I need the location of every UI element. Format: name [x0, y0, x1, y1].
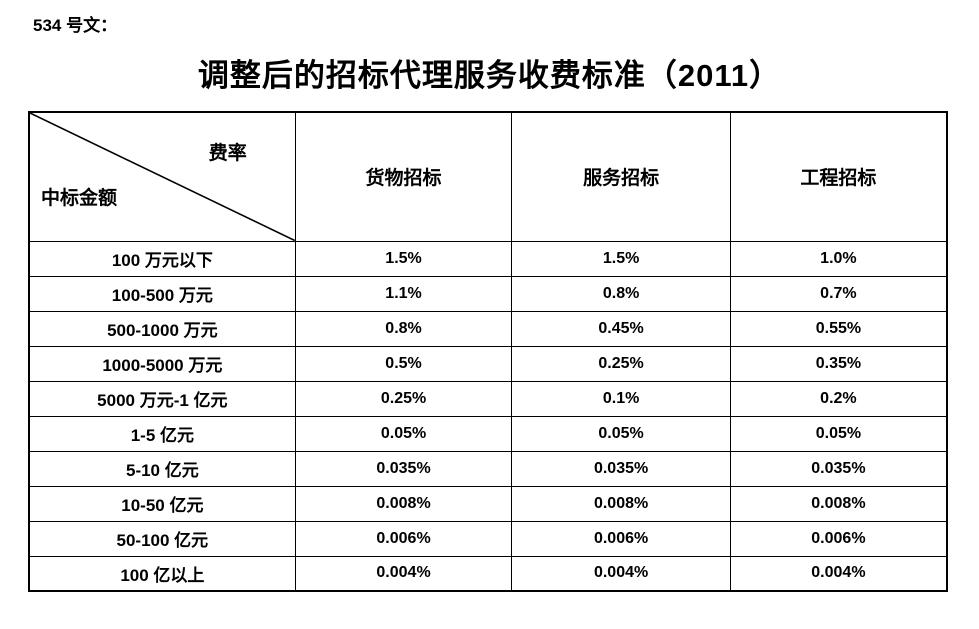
rate-cell: 0.035%	[729, 450, 948, 487]
rate-cell: 0.008%	[729, 485, 948, 522]
rate-cell: 0.45%	[511, 310, 731, 347]
rate-cell: 0.8%	[294, 310, 513, 347]
row-label: 5-10 亿元	[28, 450, 296, 487]
fee-table: 费率 中标金额 货物招标 服务招标 工程招标 100 万元以下 1.5% 1.5…	[28, 111, 948, 592]
table-row: 1-5 亿元 0.05% 0.05% 0.05%	[28, 415, 948, 452]
corner-cell: 费率 中标金额	[28, 111, 296, 242]
row-label: 1-5 亿元	[28, 415, 296, 452]
rate-cell: 0.006%	[511, 520, 731, 557]
page-title: 调整后的招标代理服务收费标准（2011）	[197, 58, 782, 93]
document-number: 534 号文：	[33, 16, 118, 35]
row-label: 100-500 万元	[28, 275, 296, 312]
table-row: 50-100 亿元 0.006% 0.006% 0.006%	[28, 520, 948, 557]
rate-cell: 0.7%	[729, 275, 948, 312]
rate-cell: 0.25%	[511, 345, 731, 382]
rate-cell: 1.0%	[729, 240, 948, 277]
table-row: 100 亿以上 0.004% 0.004% 0.004%	[28, 555, 948, 592]
column-header-service-bidding: 服务招标	[511, 111, 731, 242]
table-row: 5000 万元-1 亿元 0.25% 0.1% 0.2%	[28, 380, 948, 417]
rate-cell: 0.35%	[729, 345, 948, 382]
table-row: 1000-5000 万元 0.5% 0.25% 0.35%	[28, 345, 948, 382]
rate-cell: 0.55%	[729, 310, 948, 347]
rate-cell: 0.004%	[294, 555, 513, 592]
row-label: 1000-5000 万元	[28, 345, 296, 382]
diagonal-divider-line	[30, 113, 295, 241]
rate-cell: 0.004%	[511, 555, 731, 592]
header-row: 费率 中标金额 货物招标 服务招标 工程招标	[28, 111, 948, 242]
row-label: 100 万元以下	[28, 240, 296, 277]
rate-cell: 0.8%	[511, 275, 731, 312]
rate-cell: 1.1%	[294, 275, 513, 312]
rate-cell: 0.1%	[511, 380, 731, 417]
row-label: 500-1000 万元	[28, 310, 296, 347]
row-label: 5000 万元-1 亿元	[28, 380, 296, 417]
rate-cell: 0.035%	[511, 450, 731, 487]
rate-cell: 0.035%	[294, 450, 513, 487]
rate-cell: 0.05%	[511, 415, 731, 452]
corner-label-bid-amount: 中标金额	[41, 187, 118, 209]
row-label: 50-100 亿元	[28, 520, 296, 557]
rate-cell: 0.05%	[729, 415, 948, 452]
rate-cell: 1.5%	[511, 240, 731, 277]
rate-cell: 1.5%	[294, 240, 513, 277]
table-row: 10-50 亿元 0.008% 0.008% 0.008%	[28, 485, 948, 522]
rate-cell: 0.006%	[294, 520, 513, 557]
rate-cell: 0.25%	[294, 380, 513, 417]
column-header-engineering-bidding: 工程招标	[729, 111, 948, 242]
rate-cell: 0.008%	[511, 485, 731, 522]
rate-cell: 0.05%	[294, 415, 513, 452]
table-row: 5-10 亿元 0.035% 0.035% 0.035%	[28, 450, 948, 487]
row-label: 10-50 亿元	[28, 485, 296, 522]
corner-label-rate: 费率	[208, 143, 247, 164]
rate-cell: 0.008%	[294, 485, 513, 522]
rate-cell: 0.006%	[729, 520, 948, 557]
rate-cell: 0.5%	[294, 345, 513, 382]
rate-cell: 0.004%	[729, 555, 948, 592]
row-label: 100 亿以上	[28, 555, 296, 592]
table-row: 100-500 万元 1.1% 0.8% 0.7%	[28, 275, 948, 312]
table-row: 100 万元以下 1.5% 1.5% 1.0%	[28, 240, 948, 277]
rate-cell: 0.2%	[729, 380, 948, 417]
table-row: 500-1000 万元 0.8% 0.45% 0.55%	[28, 310, 948, 347]
column-header-goods-bidding: 货物招标	[294, 111, 513, 242]
